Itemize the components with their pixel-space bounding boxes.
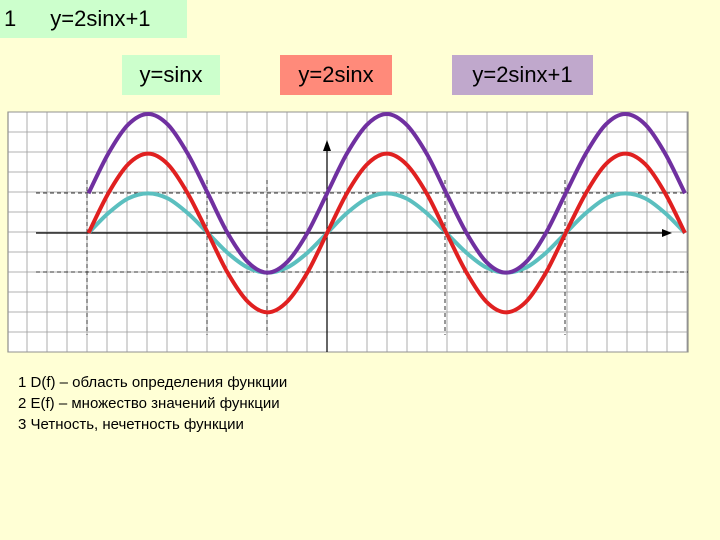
note: 3 Четность, нечетность функции (18, 416, 244, 433)
series-line (86, 151, 687, 315)
slide-number: 1 (4, 6, 17, 31)
legend-entry: y=sinx (122, 55, 220, 95)
legend-entry: y=2sinx+1 (452, 55, 593, 95)
note: 2 E(f) – множество значений функции (18, 395, 280, 412)
y-axis-arrow (323, 140, 331, 151)
notes: 1 D(f) – область определения функции 2 E… (18, 372, 287, 435)
legend-entry: y=2sinx (280, 55, 392, 95)
slide-title: y=2sinx+1 (50, 6, 151, 31)
x-axis-arrow (662, 229, 672, 237)
series-line (87, 191, 687, 275)
header: 1 y=2sinx+1 (0, 0, 187, 38)
series-line (86, 111, 687, 275)
axes (36, 140, 672, 352)
note: 1 D(f) – область определения функции (18, 374, 288, 391)
